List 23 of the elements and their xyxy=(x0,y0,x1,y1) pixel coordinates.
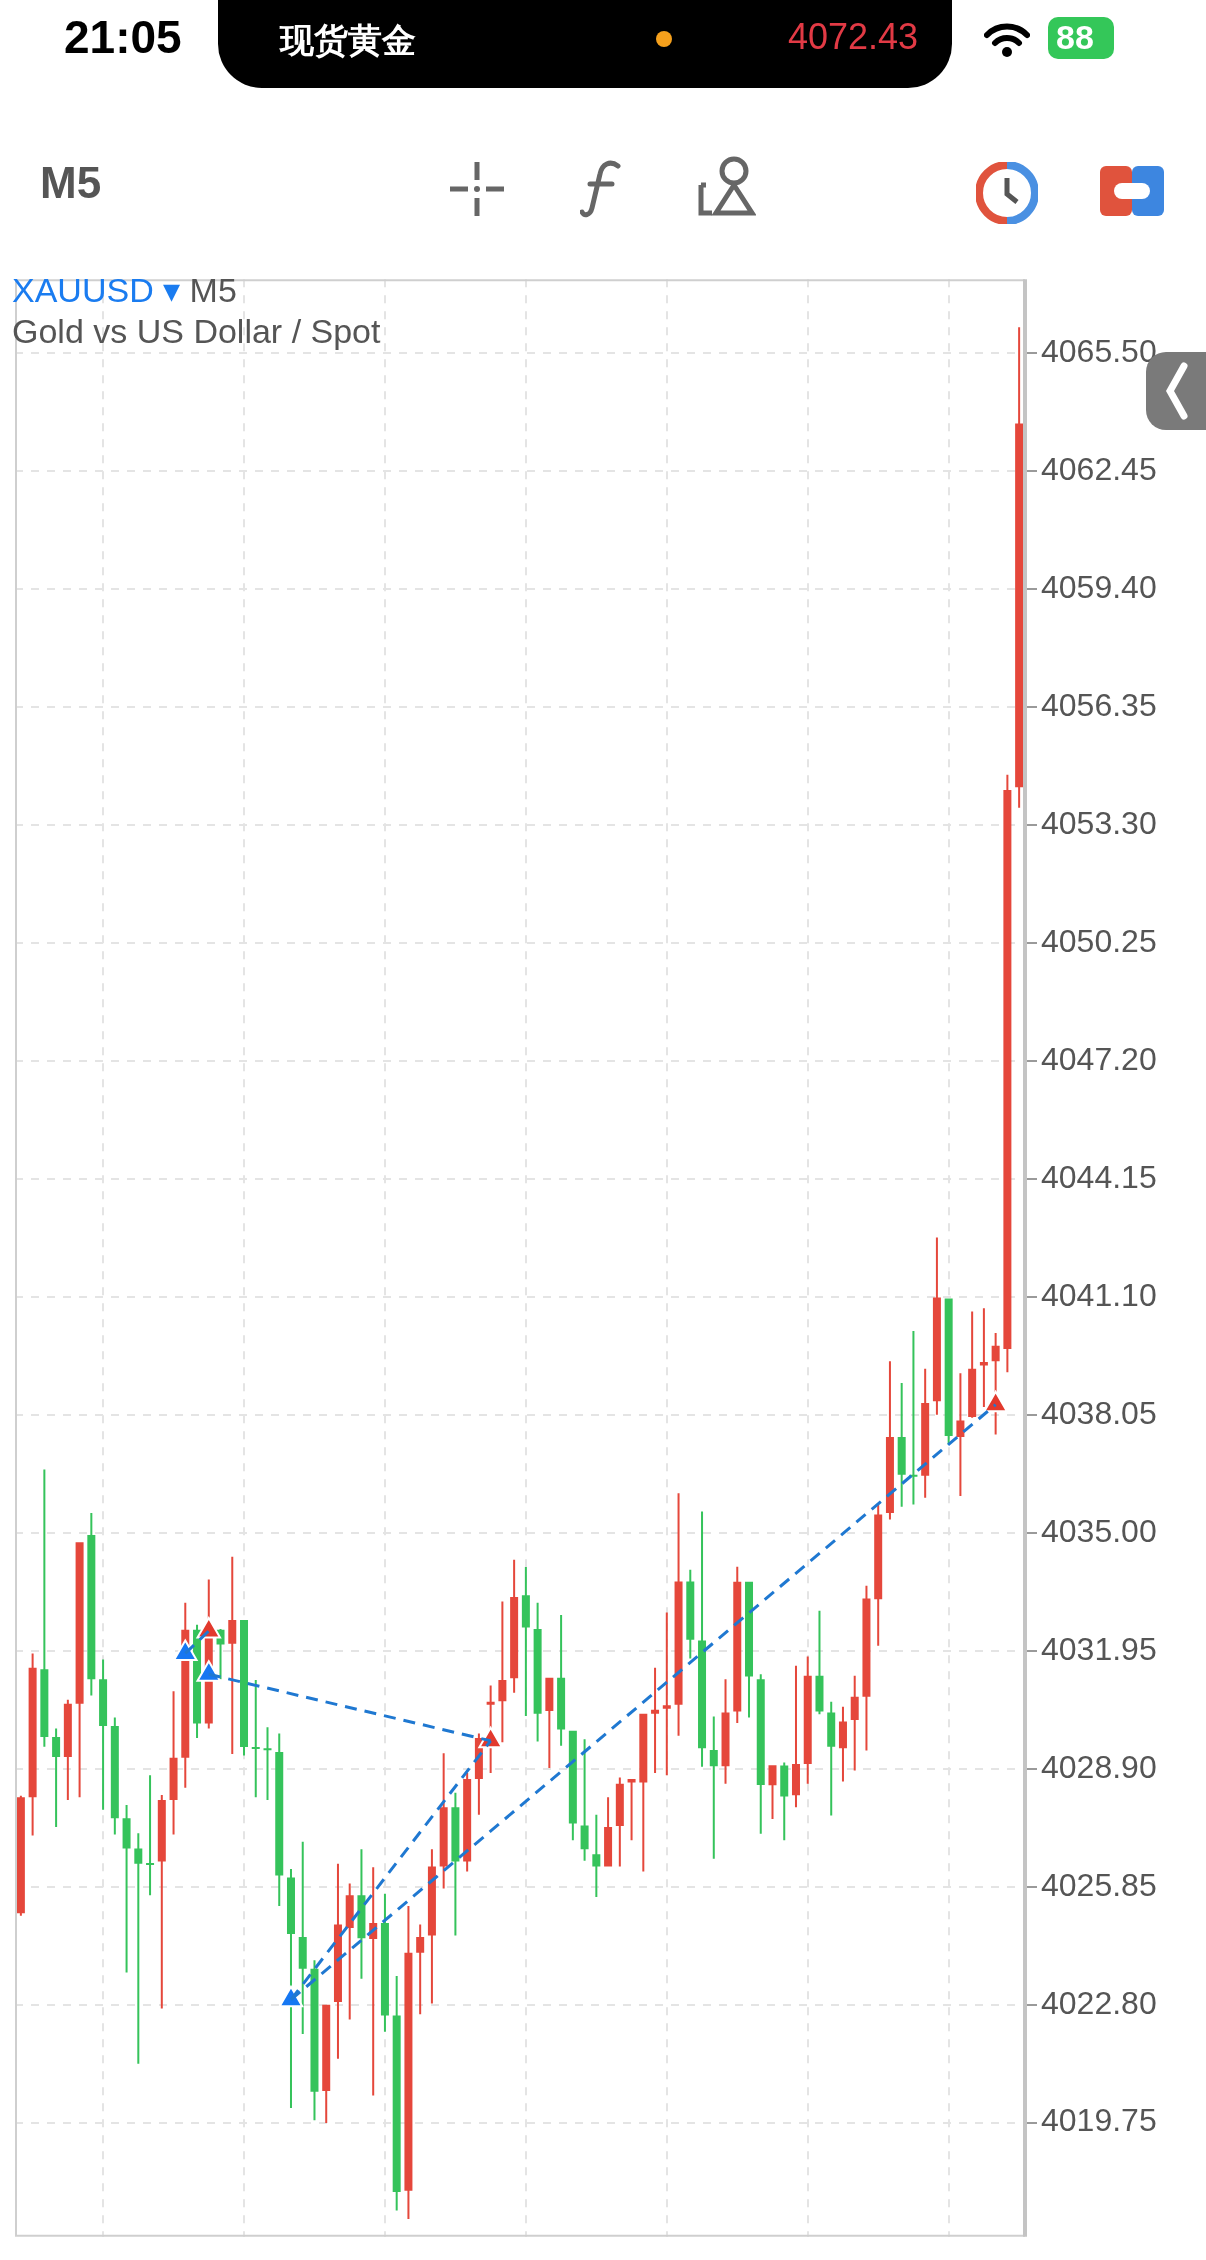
y-tick-label: 4028.90 xyxy=(1041,1748,1157,1785)
text: M5 xyxy=(40,158,102,208)
y-tick-label: 4031.95 xyxy=(1041,1630,1157,1667)
y-tick-label: 4056.35 xyxy=(1041,686,1157,723)
text: 现货黄金 xyxy=(280,20,416,61)
y-tick-label: 4025.85 xyxy=(1041,1866,1157,1903)
y-tick-label: 4041.10 xyxy=(1041,1276,1157,1313)
y-tick-label: 4044.15 xyxy=(1041,1158,1157,1195)
y-tick-label: 4053.30 xyxy=(1041,804,1157,841)
text: 21:05 xyxy=(64,10,182,64)
text: 4072.43 xyxy=(788,16,919,58)
y-tick-label: 4035.00 xyxy=(1041,1512,1157,1549)
y-tick-label: 4062.45 xyxy=(1041,450,1157,487)
y-tick-label: 4019.75 xyxy=(1041,2102,1157,2139)
text: Gold vs US Dollar / Spot xyxy=(12,312,381,351)
y-tick-label: 4065.50 xyxy=(1041,332,1157,369)
y-tick-label: 4047.20 xyxy=(1041,1040,1157,1077)
y-tick-label: 4050.25 xyxy=(1041,922,1157,959)
chart-title: XAUUSD ▾ M5 xyxy=(12,271,237,309)
y-tick-label: 4038.05 xyxy=(1041,1394,1157,1431)
text: 88 xyxy=(1056,18,1094,57)
y-tick-label: 4022.80 xyxy=(1041,1984,1157,2021)
y-tick-label: 4059.40 xyxy=(1041,568,1157,605)
